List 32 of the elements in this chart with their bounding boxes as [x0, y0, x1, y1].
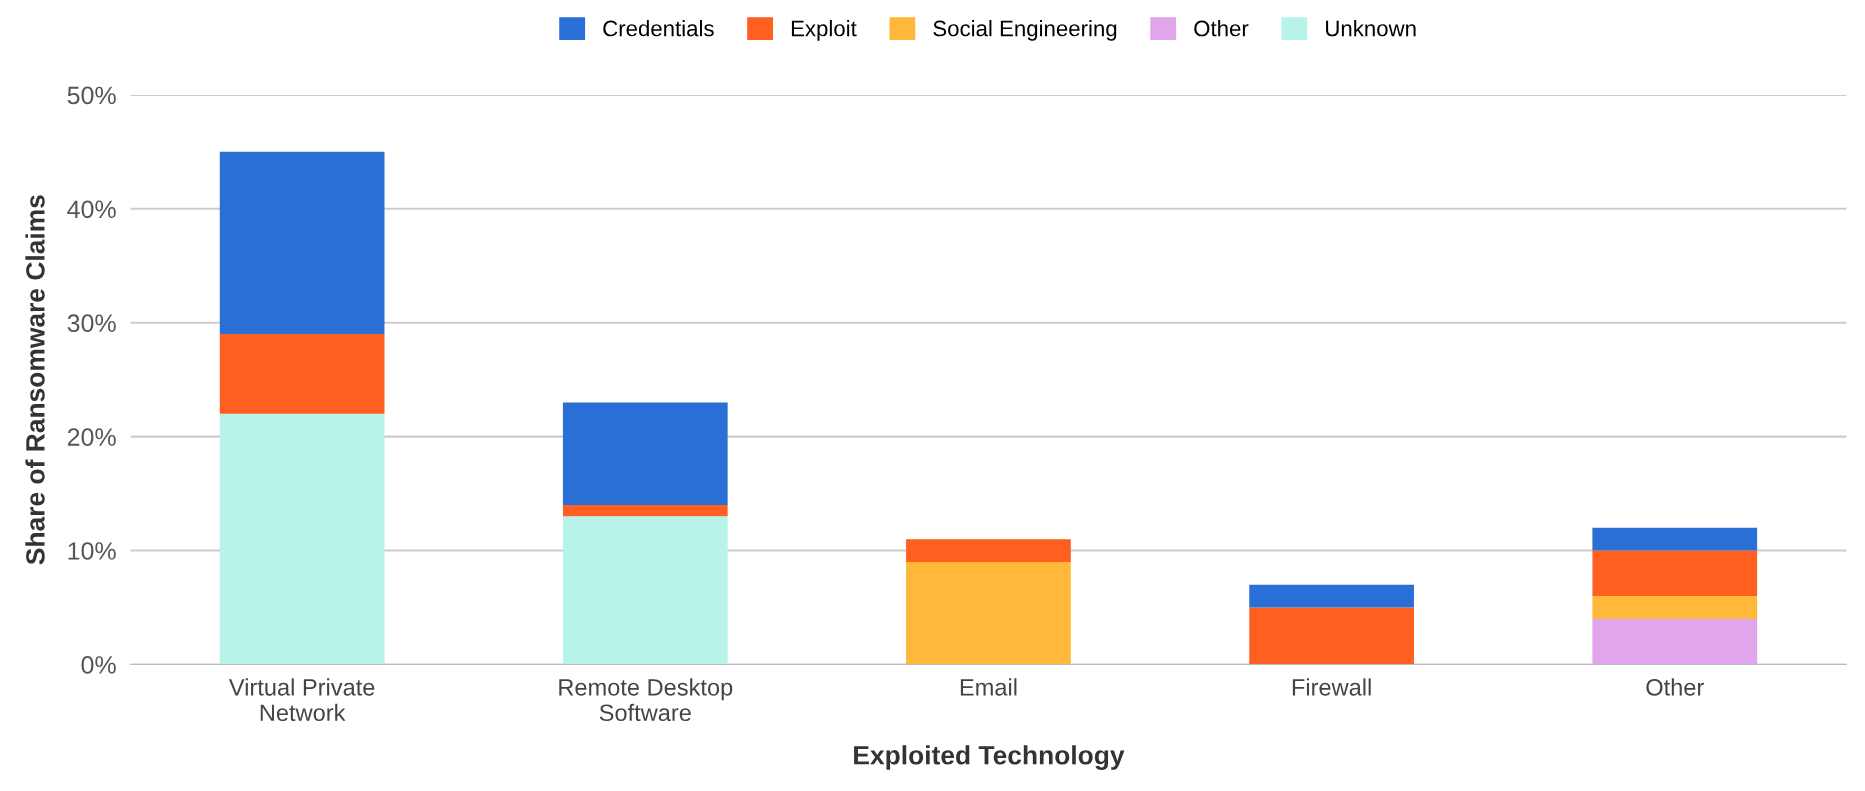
bar [562, 402, 728, 505]
x-axis-title: Exploited Technology [854, 745, 1125, 770]
bar [1249, 607, 1414, 665]
bar [1592, 550, 1758, 597]
legend-label: Exploit [791, 20, 857, 41]
bar [1592, 596, 1758, 619]
bar [906, 539, 1071, 562]
x-tick-label: Email [960, 678, 1017, 696]
bar [562, 504, 728, 517]
legend-label: Credentials [603, 20, 714, 37]
x-tick-label: Other [1646, 678, 1704, 696]
y-tick-label: 30% [67, 314, 116, 333]
y-tick-label: 50% [67, 86, 116, 105]
y-tick-label: 0% [81, 656, 116, 674]
bar [562, 516, 728, 665]
y-axis-title: Share of Ransomware Claims [25, 195, 45, 565]
x-tick-label: Virtual Private Network [228, 678, 375, 722]
y-tick-label: 40% [67, 200, 116, 219]
bar [219, 334, 385, 414]
bar [219, 413, 385, 665]
legend-label: Social Engineering [933, 20, 1117, 41]
y-tick-label: 10% [68, 542, 116, 560]
bar [906, 561, 1071, 665]
bar [1592, 618, 1758, 665]
bar [1249, 584, 1414, 608]
x-tick-label: Firewall [1292, 678, 1371, 696]
bar [1592, 527, 1758, 551]
legend-label: Other [1194, 20, 1249, 37]
bar [219, 151, 385, 335]
legend-label: Unknown [1326, 20, 1416, 37]
x-tick-label: Remote Desktop Software [559, 678, 733, 722]
y-tick-label: 20% [67, 428, 116, 446]
